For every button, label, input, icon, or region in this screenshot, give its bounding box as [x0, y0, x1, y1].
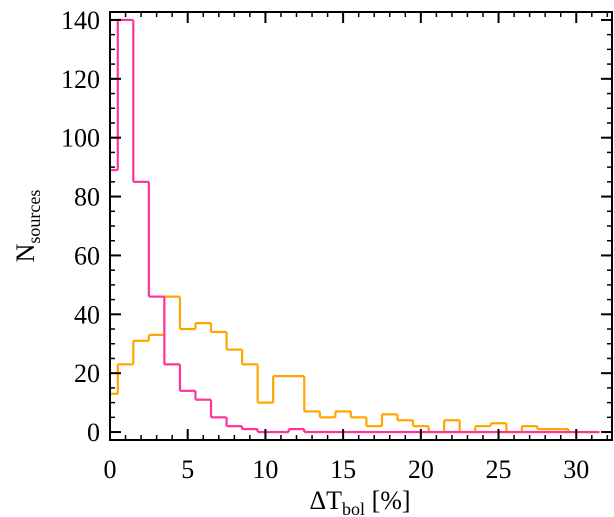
x-tick-label: 10 — [252, 455, 278, 484]
plot-frame — [109, 11, 613, 441]
y-axis-label: Nsources — [11, 190, 44, 263]
x-tick-label: 0 — [104, 455, 117, 484]
x-tick-label: 30 — [563, 455, 589, 484]
x-label-main: ΔT — [309, 486, 342, 515]
x-tick-label: 25 — [486, 455, 512, 484]
x-tick-label: 20 — [408, 455, 434, 484]
y-tick-label: 140 — [61, 6, 100, 35]
x-label-unit: [%] — [365, 486, 410, 515]
y-label-main: N — [11, 243, 40, 262]
x-tick-label: 15 — [330, 455, 356, 484]
x-tick-label: 5 — [181, 455, 194, 484]
y-tick-label: 0 — [87, 418, 100, 447]
y-tick-label: 100 — [61, 124, 100, 153]
x-axis-label: ΔTbol [%] — [309, 486, 410, 517]
y-tick-label: 120 — [61, 65, 100, 94]
plot-area — [110, 18, 600, 434]
y-tick-label: 60 — [74, 241, 100, 270]
y-label-sub: sources — [24, 190, 44, 244]
x-label-sub: bol — [342, 499, 365, 517]
y-tick-label: 40 — [74, 300, 100, 329]
y-tick-label: 20 — [74, 359, 100, 388]
y-tick-label: 80 — [74, 183, 100, 212]
